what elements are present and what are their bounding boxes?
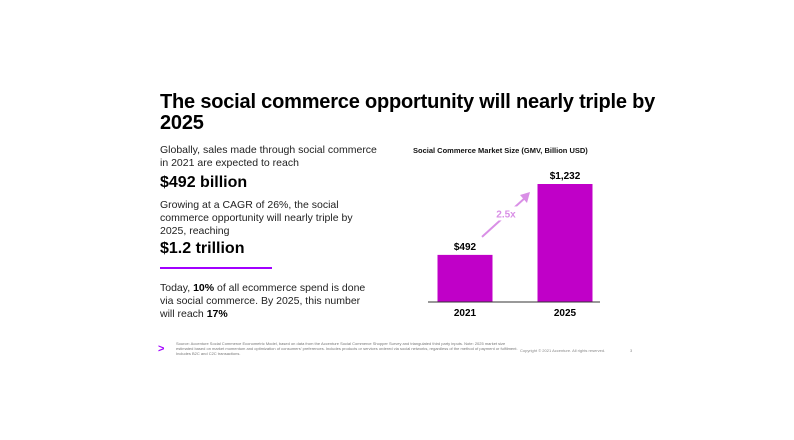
value-2025: $1.2 trillion bbox=[160, 240, 245, 257]
value-2021: $492 billion bbox=[160, 174, 248, 191]
bar-2025 bbox=[537, 184, 593, 302]
copyright-text: Copyright © 2021 Accenture. All rights r… bbox=[520, 348, 606, 353]
future-percent: 17% bbox=[206, 308, 228, 320]
bars-layer: $492 2021 $1,232 2025 bbox=[437, 171, 593, 319]
intro-text: Globally, sales made through social comm… bbox=[160, 144, 377, 169]
growth-annotation: 2.5x bbox=[496, 209, 516, 220]
today-text: Today, 10% of all ecommerce spend is don… bbox=[160, 282, 370, 321]
slide-title: The social commerce opportunity will nea… bbox=[160, 91, 656, 134]
source-footnote: Source: Accenture Social Commerce Econom… bbox=[176, 341, 518, 356]
accent-divider bbox=[160, 267, 272, 269]
growth-arrow-head bbox=[520, 192, 530, 203]
x-tick-2021: 2021 bbox=[454, 308, 477, 319]
today-prefix: Today, bbox=[160, 282, 194, 294]
bar-2021 bbox=[437, 254, 493, 302]
page-number: 3 bbox=[630, 348, 633, 353]
today-middle: of all ecommerce spend is done via socia… bbox=[160, 282, 366, 320]
x-tick-2025: 2025 bbox=[554, 308, 577, 319]
today-percent: 10% bbox=[193, 282, 215, 294]
annotation-bg bbox=[494, 206, 518, 221]
data-label-2021: $492 bbox=[454, 242, 477, 253]
growth-text: Growing at a CAGR of 26%, the social com… bbox=[160, 199, 353, 237]
chart-title: Social Commerce Market Size (GMV, Billio… bbox=[413, 146, 588, 155]
market-size-chart: $492 2021 $1,232 2025 2.5x bbox=[428, 171, 600, 319]
data-label-2025: $1,232 bbox=[550, 171, 581, 182]
accenture-logo: > bbox=[158, 343, 165, 355]
